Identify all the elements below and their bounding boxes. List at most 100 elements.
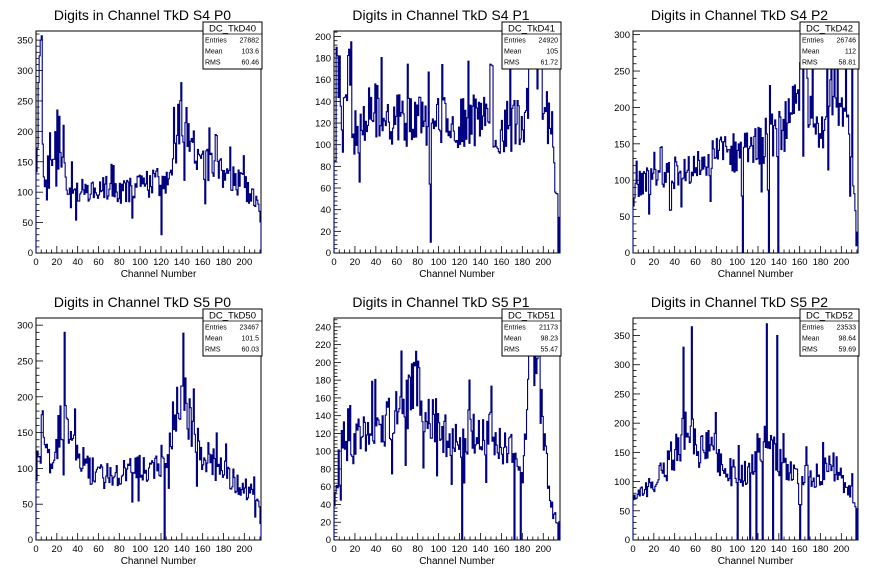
y-tick-label: 100: [17, 464, 33, 475]
x-tick-label: 60: [93, 544, 104, 555]
x-tick-label: 200: [535, 257, 551, 268]
x-tick-label: 80: [711, 257, 722, 268]
y-tick-label: 50: [22, 218, 33, 229]
stats-box: [799, 21, 860, 70]
stats-key: RMS: [504, 347, 520, 354]
y-tick-label: 120: [315, 119, 331, 130]
y-tick-label: 60: [320, 184, 331, 195]
x-tick-label: 140: [174, 257, 190, 268]
x-tick-label: 20: [52, 257, 63, 268]
x-tick-label: 180: [216, 544, 232, 555]
x-tick-label: 160: [195, 544, 211, 555]
x-tick-label: 20: [350, 257, 361, 268]
x-tick-label: 60: [690, 544, 701, 555]
stats-name: DC_TkD52: [806, 311, 853, 322]
stats-value: 103.6: [241, 49, 259, 56]
x-tick-label: 160: [792, 257, 808, 268]
stats-key: Mean: [205, 49, 223, 56]
stats-key: Entries: [205, 325, 227, 332]
stats-value: 112: [845, 49, 856, 56]
x-tick-label: 0: [33, 257, 38, 268]
stats-value: 59.69: [838, 347, 856, 354]
x-tick-label: 0: [33, 544, 38, 555]
x-tick-label: 200: [535, 544, 551, 555]
chart-title: Digits in Channel TkD S4 P1: [352, 7, 529, 23]
stats-value: 27882: [240, 38, 260, 45]
x-tick-label: 80: [412, 544, 423, 555]
y-tick-label: 200: [315, 358, 331, 369]
x-tick-label: 120: [452, 544, 468, 555]
y-tick-label: 160: [315, 75, 331, 86]
y-tick-label: 100: [315, 447, 331, 458]
x-axis-label: Channel Number: [419, 269, 495, 280]
chart-title: Digits in Channel TkD S4 P2: [651, 7, 828, 23]
x-tick-label: 160: [493, 257, 509, 268]
x-tick-label: 180: [514, 544, 530, 555]
x-tick-label: 120: [452, 257, 468, 268]
x-tick-label: 40: [669, 544, 680, 555]
y-tick-label: 120: [315, 429, 331, 440]
stats-key: Mean: [205, 336, 223, 343]
x-tick-label: 40: [669, 257, 680, 268]
y-tick-label: 200: [315, 32, 331, 43]
plot-frame: [35, 317, 262, 541]
x-tick-label: 140: [473, 257, 489, 268]
y-tick-label: 180: [315, 376, 331, 387]
y-tick-label: 40: [320, 500, 331, 511]
y-tick-label: 200: [17, 392, 33, 403]
x-tick-label: 180: [813, 544, 829, 555]
y-tick-label: 50: [22, 500, 33, 511]
stats-key: Entries: [802, 38, 824, 45]
y-tick-label: 140: [315, 97, 331, 108]
x-tick-label: 60: [391, 257, 402, 268]
x-tick-label: 40: [371, 544, 382, 555]
x-tick-label: 120: [750, 257, 766, 268]
y-tick-label: 150: [17, 428, 33, 439]
y-tick-label: 100: [17, 188, 33, 199]
x-tick-label: 100: [729, 544, 745, 555]
y-tick-label: 150: [17, 157, 33, 168]
stats-box: [501, 21, 562, 70]
x-tick-label: 0: [630, 544, 635, 555]
stats-value: 21173: [539, 325, 558, 332]
stats-name: DC_TkD41: [508, 24, 555, 35]
x-tick-label: 140: [174, 544, 190, 555]
y-tick-label: 100: [315, 140, 331, 151]
stats-value: 55.47: [540, 347, 558, 354]
histogram-series: [35, 331, 262, 541]
x-tick-label: 180: [514, 257, 530, 268]
y-tick-label: 60: [320, 482, 331, 493]
stats-key: Mean: [802, 336, 820, 343]
y-tick-label: 20: [320, 518, 331, 529]
y-tick-label: 250: [17, 356, 33, 367]
x-tick-label: 80: [412, 257, 423, 268]
x-tick-label: 20: [350, 544, 361, 555]
y-tick-label: 80: [320, 464, 331, 475]
y-tick-label: 50: [619, 212, 630, 223]
stats-key: RMS: [802, 347, 818, 354]
y-tick-label: 180: [315, 54, 331, 65]
y-tick-label: 0: [326, 535, 331, 546]
plot-frame: [35, 30, 262, 254]
x-tick-label: 100: [132, 257, 148, 268]
x-tick-label: 0: [331, 544, 336, 555]
stats-box: [799, 308, 860, 357]
y-tick-label: 0: [326, 248, 331, 259]
x-tick-label: 20: [52, 544, 63, 555]
stats-value: 23533: [837, 325, 857, 332]
stats-value: 60.46: [241, 60, 259, 67]
stats-name: DC_TkD50: [209, 311, 256, 322]
y-tick-label: 0: [625, 248, 630, 259]
histogram-panel: Digits in Channel TkD S5 P2 0 20 40 60 80 100 1…: [614, 294, 860, 567]
histogram-series: [333, 317, 561, 541]
x-tick-label: 140: [473, 544, 489, 555]
y-tick-label: 40: [320, 205, 331, 216]
stats-value: 98.64: [838, 336, 856, 343]
stats-value: 26746: [837, 38, 857, 45]
y-tick-label: 250: [614, 67, 630, 78]
histogram-panel: Digits in Channel TkD S5 P0 0 20 40 60 80 100 1…: [17, 294, 263, 567]
histogram-series: [35, 35, 262, 253]
histogram-series: [632, 323, 859, 541]
y-tick-label: 50: [619, 506, 630, 517]
chart-title: Digits in Channel TkD S5 P1: [352, 294, 529, 310]
